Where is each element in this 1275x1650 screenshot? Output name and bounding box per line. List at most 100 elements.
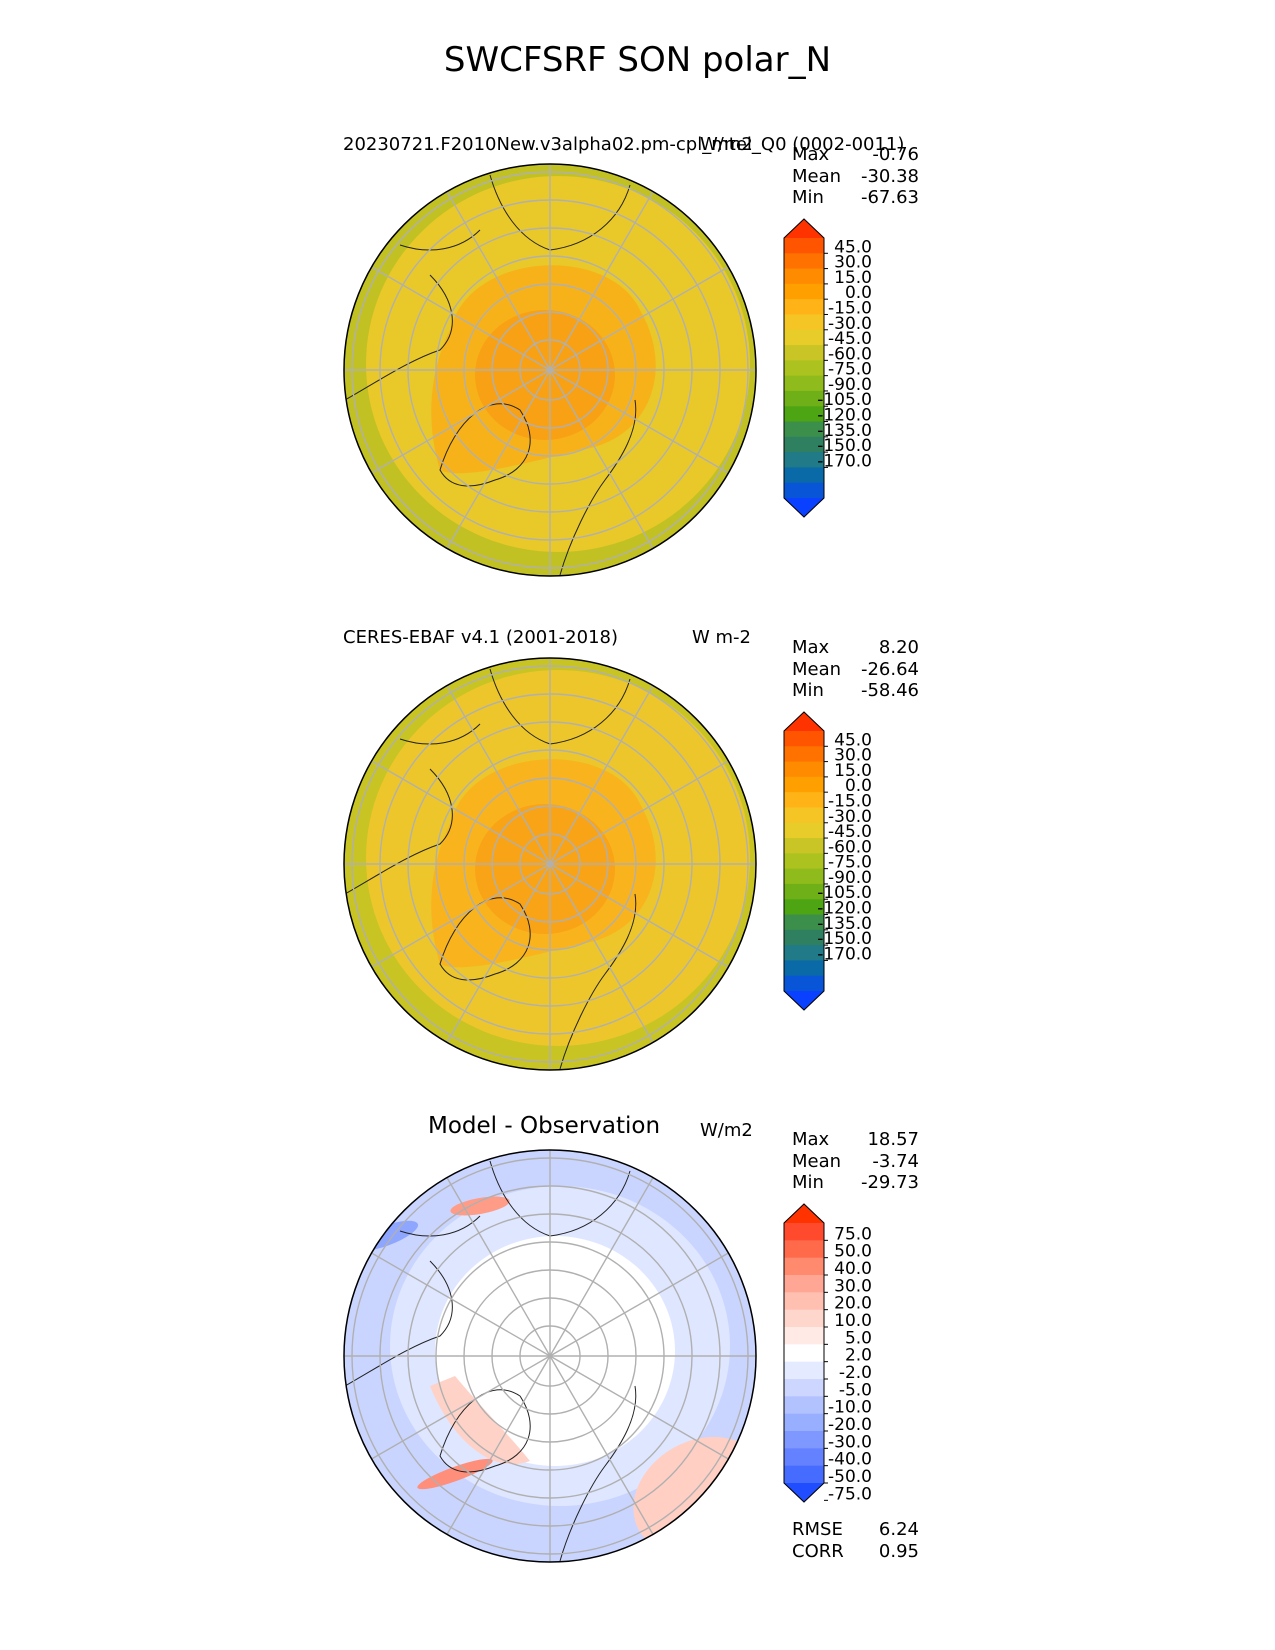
colorbar-bin bbox=[784, 1275, 824, 1293]
colorbar-bin bbox=[784, 268, 824, 285]
coastline bbox=[399, 723, 481, 745]
colorbar-tick-label: -5.0 bbox=[839, 1380, 872, 1400]
field-band bbox=[430, 1376, 530, 1465]
coastline bbox=[559, 399, 637, 576]
polar-map bbox=[343, 1149, 757, 1563]
colorbar-bin bbox=[784, 360, 824, 377]
stat-max: Max 18.57 bbox=[792, 1129, 919, 1150]
colorbar-tick-label: -90.0 bbox=[828, 868, 872, 888]
colorbar-extend-max bbox=[784, 1204, 824, 1223]
map-boundary bbox=[343, 657, 757, 1071]
colorbar-tick-label: 0.0 bbox=[845, 283, 872, 303]
meridian-line bbox=[549, 369, 654, 549]
colorbar-tick-label: -170.0 bbox=[817, 451, 872, 471]
colorbar-tick-label: -90.0 bbox=[828, 375, 872, 395]
colorbar-tick-label: -15.0 bbox=[828, 791, 872, 811]
colorbar-extend-min bbox=[784, 498, 824, 517]
colorbar-bin bbox=[784, 238, 824, 254]
meridian-line bbox=[549, 863, 729, 968]
colorbar-bin bbox=[784, 1465, 824, 1484]
colorbar-bin bbox=[784, 1327, 824, 1345]
colorbar-bin bbox=[784, 345, 824, 361]
colorbar-tick-label: 30.0 bbox=[834, 1276, 872, 1296]
stat-min: Min -58.46 bbox=[792, 680, 919, 701]
coastline bbox=[559, 1385, 637, 1562]
colorbar-extend-max bbox=[784, 219, 824, 238]
meridian-line bbox=[446, 685, 551, 865]
colorbar-tick-label: -60.0 bbox=[828, 837, 872, 857]
colorbar-bin bbox=[784, 822, 824, 839]
panel-title: 20230721.F2010New.v3alpha02.pm-cpl_mtel_… bbox=[343, 134, 905, 155]
colorbar-bin bbox=[784, 1413, 824, 1432]
coastline bbox=[344, 768, 453, 895]
colorbar-bin bbox=[784, 283, 824, 300]
stat-mean: Mean -30.38 bbox=[792, 165, 919, 187]
colorbar-bin bbox=[784, 1344, 824, 1363]
colorbar-tick-label: -50.0 bbox=[828, 1467, 872, 1487]
colorbar-tick-label: 30.0 bbox=[834, 253, 872, 273]
stat-min: Min -29.73 bbox=[792, 1172, 919, 1193]
colorbar-tick-label: -30.0 bbox=[828, 1432, 872, 1452]
stat-mean: Mean -26.64 bbox=[792, 658, 919, 680]
colorbar-tick-label: -45.0 bbox=[828, 822, 872, 842]
coastline bbox=[344, 274, 453, 401]
colorbar-extend-min bbox=[784, 1483, 824, 1502]
colorbar-bin bbox=[784, 853, 824, 870]
coastline bbox=[399, 1215, 481, 1237]
colorbar-bin bbox=[784, 1223, 824, 1241]
field-band bbox=[450, 1196, 510, 1216]
figure-title: SWCFSRF SON polar_N bbox=[443, 40, 832, 80]
polar-map bbox=[343, 163, 757, 577]
colorbar-tick-label: -120.0 bbox=[817, 406, 872, 426]
colorbar-bin bbox=[784, 1309, 824, 1328]
field-band bbox=[435, 1236, 675, 1466]
colorbar-bin bbox=[784, 1431, 824, 1449]
colorbar-bin bbox=[784, 929, 824, 946]
polar-map bbox=[343, 657, 757, 1071]
colorbar-bin bbox=[784, 838, 824, 854]
map-boundary bbox=[343, 163, 757, 577]
error-stats-block: RMSE 6.24 CORR 0.95 bbox=[792, 1519, 919, 1562]
colorbar-tick-label: 15.0 bbox=[834, 268, 872, 288]
colorbar-tick-label: -45.0 bbox=[828, 329, 872, 349]
stats-block: Max 18.57 Mean -3.74 Min -29.73 bbox=[792, 1129, 919, 1194]
meridian-line bbox=[446, 863, 551, 1043]
meridian-line bbox=[371, 760, 551, 865]
meridian-line bbox=[371, 863, 551, 968]
colorbar-bin bbox=[784, 1361, 824, 1380]
colorbar-extend-min bbox=[784, 991, 824, 1010]
colorbar-bin bbox=[784, 1396, 824, 1415]
colorbar-bin bbox=[784, 1292, 824, 1311]
colorbar-tick-label: -75.0 bbox=[828, 1484, 872, 1503]
colorbar-tick-label: 20.0 bbox=[834, 1294, 872, 1314]
meridian-line bbox=[549, 760, 729, 865]
colorbar-tick-label: 10.0 bbox=[834, 1311, 872, 1331]
colorbar-bin bbox=[784, 761, 824, 778]
colorbar-bin bbox=[784, 914, 824, 931]
meridian-line bbox=[549, 266, 729, 371]
colorbar-outline bbox=[783, 218, 825, 518]
colorbar-tick-label: -170.0 bbox=[817, 944, 872, 964]
colorbar-bin bbox=[784, 746, 824, 763]
meridian-line bbox=[371, 1355, 551, 1460]
colorbar-tick-label: -105.0 bbox=[817, 883, 872, 903]
meridian-line bbox=[371, 369, 551, 474]
colorbar-tick-label: -40.0 bbox=[828, 1450, 872, 1470]
colorbar: 75.050.040.030.020.010.05.02.0-2.0-5.0-1… bbox=[783, 1203, 872, 1503]
colorbar-bin bbox=[784, 482, 824, 499]
meridian-line bbox=[549, 191, 654, 371]
colorbar-bin bbox=[784, 883, 824, 900]
colorbar-bin bbox=[784, 390, 824, 407]
colorbar-tick-label: 15.0 bbox=[834, 761, 872, 781]
colorbar-tick-label: 75.0 bbox=[834, 1224, 872, 1244]
coastline bbox=[399, 229, 481, 251]
meridian-line bbox=[371, 266, 551, 371]
stat-rmse: RMSE 6.24 bbox=[792, 1519, 919, 1540]
colorbar-bin bbox=[784, 1448, 824, 1467]
coastline bbox=[559, 893, 637, 1070]
colorbar-tick-label: 45.0 bbox=[834, 730, 872, 750]
colorbar-tick-label: 40.0 bbox=[834, 1259, 872, 1279]
meridian-line bbox=[549, 1177, 654, 1357]
colorbar: 45.030.015.00.0-15.0-30.0-45.0-60.0-75.0… bbox=[783, 218, 872, 518]
colorbar-tick-label: -75.0 bbox=[828, 853, 872, 873]
